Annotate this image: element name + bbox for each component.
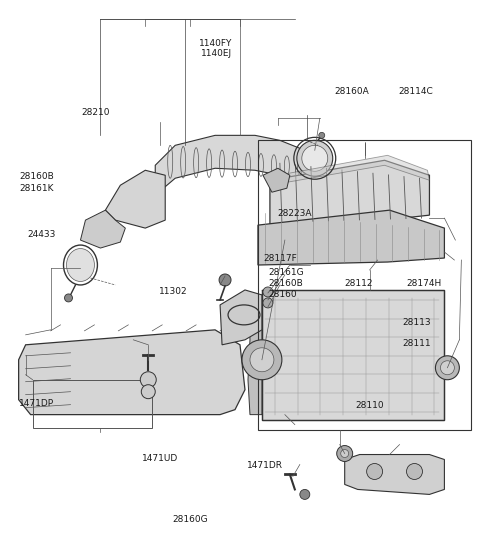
Text: 28161G: 28161G: [269, 268, 304, 277]
Text: 28161K: 28161K: [19, 184, 53, 193]
Text: 28112: 28112: [344, 279, 373, 288]
Text: 24433: 24433: [27, 230, 55, 239]
Text: 28160B: 28160B: [19, 172, 54, 181]
Text: 28117F: 28117F: [263, 254, 297, 263]
Circle shape: [263, 298, 273, 308]
Text: 1471UD: 1471UD: [142, 454, 178, 463]
Circle shape: [302, 146, 328, 171]
Text: 28160A: 28160A: [335, 87, 370, 96]
Circle shape: [435, 356, 459, 380]
Circle shape: [219, 274, 231, 286]
Text: 28160B: 28160B: [269, 279, 303, 288]
Text: 1140FY: 1140FY: [199, 39, 233, 48]
Text: 28111: 28111: [403, 339, 432, 348]
Polygon shape: [262, 290, 444, 420]
Circle shape: [441, 361, 455, 375]
Text: 1471DP: 1471DP: [19, 399, 54, 408]
Polygon shape: [19, 330, 245, 414]
Text: 11302: 11302: [158, 287, 187, 295]
Polygon shape: [270, 155, 430, 185]
Text: 28160G: 28160G: [172, 515, 207, 524]
Bar: [33, 380, 152, 427]
Text: 28114C: 28114C: [398, 87, 432, 96]
Circle shape: [297, 140, 333, 176]
Circle shape: [336, 446, 353, 461]
Bar: [258, 140, 471, 430]
Text: 28210: 28210: [81, 108, 110, 117]
Polygon shape: [345, 454, 444, 494]
Circle shape: [263, 287, 273, 297]
Circle shape: [367, 464, 383, 479]
Circle shape: [300, 490, 310, 499]
Text: 28110: 28110: [355, 401, 384, 410]
Polygon shape: [106, 170, 165, 228]
Circle shape: [250, 348, 274, 372]
Text: 28174H: 28174H: [407, 279, 442, 288]
Text: 28113: 28113: [403, 318, 432, 327]
Text: 28160: 28160: [269, 290, 297, 299]
Polygon shape: [81, 210, 125, 248]
Polygon shape: [258, 210, 444, 265]
Text: 28223A: 28223A: [277, 209, 312, 218]
Text: 1471DR: 1471DR: [247, 461, 283, 470]
Polygon shape: [220, 290, 262, 345]
Circle shape: [407, 464, 422, 479]
Polygon shape: [270, 160, 430, 230]
Text: 1140EJ: 1140EJ: [201, 49, 232, 58]
Circle shape: [319, 133, 325, 138]
Circle shape: [140, 372, 156, 388]
Polygon shape: [248, 295, 262, 414]
Polygon shape: [263, 168, 290, 192]
Polygon shape: [155, 135, 315, 195]
Circle shape: [341, 450, 348, 458]
Ellipse shape: [67, 248, 95, 281]
Circle shape: [141, 385, 155, 399]
Circle shape: [242, 340, 282, 380]
Circle shape: [64, 294, 72, 302]
